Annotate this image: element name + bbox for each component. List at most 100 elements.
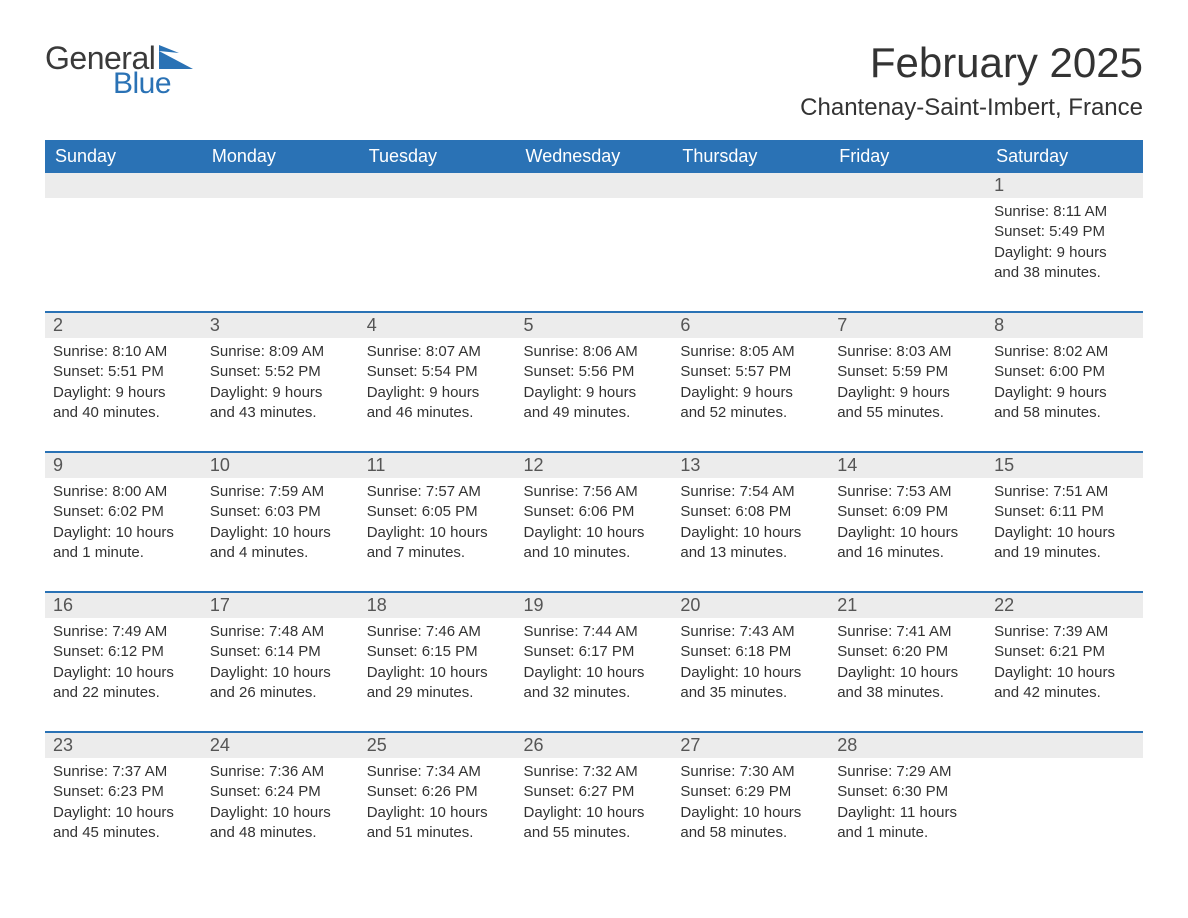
sunrise-text: Sunrise: 7:39 AM: [994, 622, 1135, 642]
day-number-cell: 25: [359, 733, 516, 758]
day-number-cell: 16: [45, 593, 202, 618]
day-number-row: 9101112131415: [45, 453, 1143, 478]
day-number-row: 1: [45, 173, 1143, 198]
sunrise-text: Sunrise: 8:10 AM: [53, 342, 194, 362]
logo-flag-icon: [159, 45, 193, 69]
day-number-cell: 17: [202, 593, 359, 618]
day-detail-cell: Sunrise: 7:37 AMSunset: 6:23 PMDaylight:…: [45, 758, 202, 871]
day-detail-cell: Sunrise: 7:30 AMSunset: 6:29 PMDaylight:…: [672, 758, 829, 871]
day-detail-row: Sunrise: 8:10 AMSunset: 5:51 PMDaylight:…: [45, 338, 1143, 452]
sunrise-text: Sunrise: 7:53 AM: [837, 482, 978, 502]
day-number-cell: [986, 733, 1143, 758]
sunset-text: Sunset: 6:18 PM: [680, 642, 821, 662]
day-number-cell: 10: [202, 453, 359, 478]
sunrise-text: Sunrise: 7:48 AM: [210, 622, 351, 642]
sunrise-text: Sunrise: 7:46 AM: [367, 622, 508, 642]
sunrise-text: Sunrise: 7:59 AM: [210, 482, 351, 502]
weekday-header: Tuesday: [359, 140, 516, 173]
day-number-row: 2345678: [45, 313, 1143, 338]
calendar-table: Sunday Monday Tuesday Wednesday Thursday…: [45, 140, 1143, 871]
sunset-text: Sunset: 6:00 PM: [994, 362, 1135, 382]
sunrise-text: Sunrise: 7:57 AM: [367, 482, 508, 502]
day-detail-cell: [516, 198, 673, 312]
day-number-row: 232425262728: [45, 733, 1143, 758]
day-detail-cell: Sunrise: 7:49 AMSunset: 6:12 PMDaylight:…: [45, 618, 202, 732]
daylight-text: Daylight: 9 hours and 58 minutes.: [994, 383, 1135, 424]
daylight-text: Daylight: 10 hours and 16 minutes.: [837, 523, 978, 564]
day-detail-cell: Sunrise: 7:48 AMSunset: 6:14 PMDaylight:…: [202, 618, 359, 732]
sunset-text: Sunset: 5:51 PM: [53, 362, 194, 382]
daylight-text: Daylight: 10 hours and 35 minutes.: [680, 663, 821, 704]
day-number-cell: 7: [829, 313, 986, 338]
day-number-cell: 13: [672, 453, 829, 478]
daylight-text: Daylight: 10 hours and 32 minutes.: [524, 663, 665, 704]
day-number-cell: [45, 173, 202, 198]
day-number-cell: 4: [359, 313, 516, 338]
day-number-cell: 20: [672, 593, 829, 618]
day-number-cell: 28: [829, 733, 986, 758]
day-detail-cell: Sunrise: 7:29 AMSunset: 6:30 PMDaylight:…: [829, 758, 986, 871]
daylight-text: Daylight: 10 hours and 38 minutes.: [837, 663, 978, 704]
title-block: February 2025 Chantenay-Saint-Imbert, Fr…: [800, 40, 1143, 122]
day-number-cell: 26: [516, 733, 673, 758]
sunset-text: Sunset: 6:29 PM: [680, 782, 821, 802]
sunrise-text: Sunrise: 7:54 AM: [680, 482, 821, 502]
day-number-cell: [672, 173, 829, 198]
day-detail-cell: Sunrise: 7:59 AMSunset: 6:03 PMDaylight:…: [202, 478, 359, 592]
day-detail-cell: Sunrise: 8:10 AMSunset: 5:51 PMDaylight:…: [45, 338, 202, 452]
day-number-cell: 9: [45, 453, 202, 478]
sunset-text: Sunset: 6:02 PM: [53, 502, 194, 522]
weekday-header: Saturday: [986, 140, 1143, 173]
daylight-text: Daylight: 10 hours and 13 minutes.: [680, 523, 821, 564]
sunrise-text: Sunrise: 8:03 AM: [837, 342, 978, 362]
daylight-text: Daylight: 10 hours and 48 minutes.: [210, 803, 351, 844]
day-detail-cell: Sunrise: 8:06 AMSunset: 5:56 PMDaylight:…: [516, 338, 673, 452]
day-detail-cell: Sunrise: 7:51 AMSunset: 6:11 PMDaylight:…: [986, 478, 1143, 592]
sunset-text: Sunset: 6:21 PM: [994, 642, 1135, 662]
sunrise-text: Sunrise: 7:32 AM: [524, 762, 665, 782]
day-detail-cell: Sunrise: 8:09 AMSunset: 5:52 PMDaylight:…: [202, 338, 359, 452]
sunset-text: Sunset: 6:24 PM: [210, 782, 351, 802]
sunrise-text: Sunrise: 7:51 AM: [994, 482, 1135, 502]
sunset-text: Sunset: 5:54 PM: [367, 362, 508, 382]
weekday-header: Monday: [202, 140, 359, 173]
sunset-text: Sunset: 6:23 PM: [53, 782, 194, 802]
sunrise-text: Sunrise: 8:06 AM: [524, 342, 665, 362]
day-number-cell: [829, 173, 986, 198]
daylight-text: Daylight: 9 hours and 38 minutes.: [994, 243, 1135, 284]
day-detail-cell: [672, 198, 829, 312]
sunset-text: Sunset: 5:56 PM: [524, 362, 665, 382]
logo-text-blue: Blue: [113, 67, 193, 101]
sunrise-text: Sunrise: 7:29 AM: [837, 762, 978, 782]
daylight-text: Daylight: 10 hours and 42 minutes.: [994, 663, 1135, 704]
logo: General Blue: [45, 40, 193, 101]
sunrise-text: Sunrise: 8:11 AM: [994, 202, 1135, 222]
day-number-cell: 12: [516, 453, 673, 478]
day-detail-cell: Sunrise: 7:53 AMSunset: 6:09 PMDaylight:…: [829, 478, 986, 592]
daylight-text: Daylight: 9 hours and 52 minutes.: [680, 383, 821, 424]
sunrise-text: Sunrise: 8:09 AM: [210, 342, 351, 362]
day-number-cell: 23: [45, 733, 202, 758]
day-number-cell: [359, 173, 516, 198]
sunset-text: Sunset: 6:11 PM: [994, 502, 1135, 522]
day-detail-cell: Sunrise: 7:36 AMSunset: 6:24 PMDaylight:…: [202, 758, 359, 871]
sunset-text: Sunset: 6:17 PM: [524, 642, 665, 662]
sunset-text: Sunset: 5:57 PM: [680, 362, 821, 382]
daylight-text: Daylight: 10 hours and 55 minutes.: [524, 803, 665, 844]
daylight-text: Daylight: 9 hours and 40 minutes.: [53, 383, 194, 424]
day-detail-cell: Sunrise: 8:07 AMSunset: 5:54 PMDaylight:…: [359, 338, 516, 452]
sunrise-text: Sunrise: 7:56 AM: [524, 482, 665, 502]
sunset-text: Sunset: 6:27 PM: [524, 782, 665, 802]
sunrise-text: Sunrise: 7:49 AM: [53, 622, 194, 642]
day-detail-cell: Sunrise: 7:43 AMSunset: 6:18 PMDaylight:…: [672, 618, 829, 732]
daylight-text: Daylight: 9 hours and 49 minutes.: [524, 383, 665, 424]
sunset-text: Sunset: 6:09 PM: [837, 502, 978, 522]
day-number-cell: 11: [359, 453, 516, 478]
day-detail-cell: Sunrise: 7:44 AMSunset: 6:17 PMDaylight:…: [516, 618, 673, 732]
daylight-text: Daylight: 10 hours and 10 minutes.: [524, 523, 665, 564]
day-number-cell: 3: [202, 313, 359, 338]
day-detail-cell: Sunrise: 8:11 AMSunset: 5:49 PMDaylight:…: [986, 198, 1143, 312]
weekday-header-row: Sunday Monday Tuesday Wednesday Thursday…: [45, 140, 1143, 173]
daylight-text: Daylight: 10 hours and 45 minutes.: [53, 803, 194, 844]
day-detail-cell: Sunrise: 8:03 AMSunset: 5:59 PMDaylight:…: [829, 338, 986, 452]
